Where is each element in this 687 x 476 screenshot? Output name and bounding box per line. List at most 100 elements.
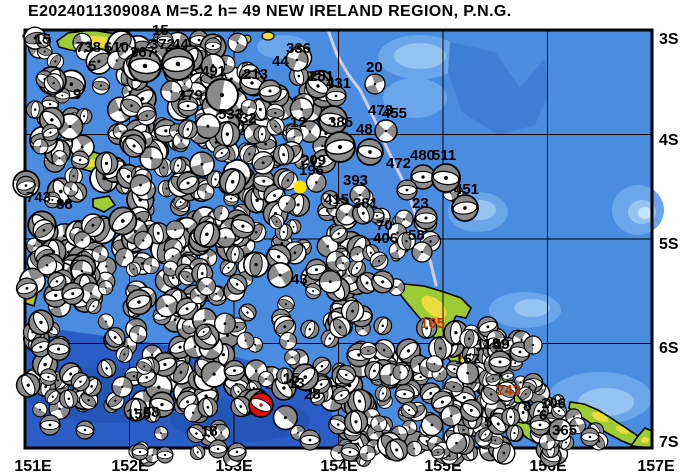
beachball[interactable] xyxy=(196,395,220,419)
beachball[interactable] xyxy=(277,330,298,351)
beachball[interactable] xyxy=(348,244,368,264)
beachball[interactable] xyxy=(303,169,330,196)
beachball[interactable] xyxy=(299,429,321,451)
beachball[interactable] xyxy=(396,231,416,251)
beachball[interactable] xyxy=(265,103,285,123)
beachball[interactable] xyxy=(330,384,353,407)
beachball[interactable] xyxy=(196,356,232,392)
beachball[interactable] xyxy=(443,320,469,346)
beachball[interactable] xyxy=(14,276,40,302)
beachball[interactable] xyxy=(289,96,315,122)
beachball[interactable] xyxy=(334,254,352,272)
beachball[interactable] xyxy=(176,118,200,142)
beachball[interactable] xyxy=(32,138,49,155)
beachball[interactable] xyxy=(415,317,438,339)
beachball[interactable] xyxy=(156,31,174,49)
beachball[interactable] xyxy=(104,202,142,240)
beachball[interactable] xyxy=(61,179,80,198)
beachball[interactable] xyxy=(94,356,119,381)
beachball[interactable] xyxy=(318,270,342,294)
beachball[interactable] xyxy=(303,281,322,300)
beachball[interactable] xyxy=(13,370,44,401)
beachball[interactable] xyxy=(134,356,155,377)
beachball[interactable] xyxy=(209,421,232,444)
beachball[interactable] xyxy=(90,244,111,265)
beachball[interactable] xyxy=(49,147,71,169)
beachball[interactable] xyxy=(24,306,57,339)
beachball[interactable] xyxy=(39,367,59,387)
beachball[interactable] xyxy=(91,76,111,96)
beachball[interactable] xyxy=(135,104,158,127)
beachball[interactable] xyxy=(429,363,450,384)
beachball[interactable] xyxy=(44,50,67,73)
beachball[interactable] xyxy=(40,70,67,97)
beachball[interactable] xyxy=(318,187,343,212)
beachball[interactable] xyxy=(382,435,412,465)
beachball[interactable] xyxy=(211,142,233,164)
beachball[interactable] xyxy=(298,318,321,341)
beachball[interactable] xyxy=(488,350,512,374)
beachball[interactable] xyxy=(476,425,495,444)
beachball[interactable] xyxy=(131,443,149,461)
beachball[interactable] xyxy=(127,172,154,199)
beachball[interactable] xyxy=(165,220,185,240)
beachball[interactable] xyxy=(414,206,438,230)
beachball[interactable] xyxy=(173,168,202,197)
beachball[interactable] xyxy=(196,182,215,201)
beachball[interactable] xyxy=(456,396,486,426)
beachball[interactable] xyxy=(309,354,334,379)
beachball[interactable] xyxy=(442,429,471,458)
beachball[interactable] xyxy=(451,194,480,223)
beachball[interactable] xyxy=(228,211,258,241)
beachball[interactable] xyxy=(338,297,366,325)
beachball[interactable] xyxy=(334,362,359,387)
beachball[interactable] xyxy=(236,301,260,325)
beachball[interactable] xyxy=(323,130,357,164)
beachball[interactable] xyxy=(369,335,398,364)
beachball[interactable] xyxy=(235,330,256,351)
selected-event-beachball[interactable] xyxy=(245,389,277,421)
beachball[interactable] xyxy=(212,204,231,223)
beachball[interactable] xyxy=(203,76,240,113)
beachball[interactable] xyxy=(223,359,246,382)
beachball[interactable] xyxy=(262,240,295,273)
beachball[interactable] xyxy=(127,324,148,345)
beachball[interactable] xyxy=(160,80,183,103)
beachball[interactable] xyxy=(110,375,134,399)
beachball[interactable] xyxy=(64,166,84,186)
beachball[interactable] xyxy=(392,364,409,381)
beachball[interactable] xyxy=(44,191,61,209)
beachball[interactable] xyxy=(358,444,376,462)
beachball[interactable] xyxy=(327,222,351,246)
beachball[interactable] xyxy=(101,324,129,352)
beachball[interactable] xyxy=(59,280,86,307)
beachball[interactable] xyxy=(227,442,248,463)
beachball[interactable] xyxy=(242,251,270,278)
beachball[interactable] xyxy=(237,68,266,97)
beachball[interactable] xyxy=(505,423,524,442)
beachball[interactable] xyxy=(325,412,350,437)
beachball[interactable] xyxy=(266,212,286,232)
beachball[interactable] xyxy=(396,179,418,201)
beachball[interactable] xyxy=(123,286,154,317)
beachball[interactable] xyxy=(29,216,58,245)
beachball[interactable] xyxy=(269,401,303,435)
beachball[interactable] xyxy=(215,227,236,248)
beachball[interactable] xyxy=(349,199,377,227)
beachball[interactable] xyxy=(217,256,240,279)
beachball[interactable] xyxy=(46,337,71,361)
beachball[interactable] xyxy=(142,256,161,275)
beachball[interactable] xyxy=(143,406,161,424)
beachball[interactable] xyxy=(272,143,295,166)
beachball[interactable] xyxy=(239,98,258,117)
beachball[interactable] xyxy=(427,335,453,361)
beachball[interactable] xyxy=(152,291,182,321)
beachball[interactable] xyxy=(204,37,222,55)
beachball[interactable] xyxy=(340,442,360,462)
beachball[interactable] xyxy=(459,328,480,349)
beachball[interactable] xyxy=(308,388,328,408)
beachball[interactable] xyxy=(216,165,249,198)
beachball[interactable] xyxy=(263,258,296,291)
beachball[interactable] xyxy=(276,367,294,385)
